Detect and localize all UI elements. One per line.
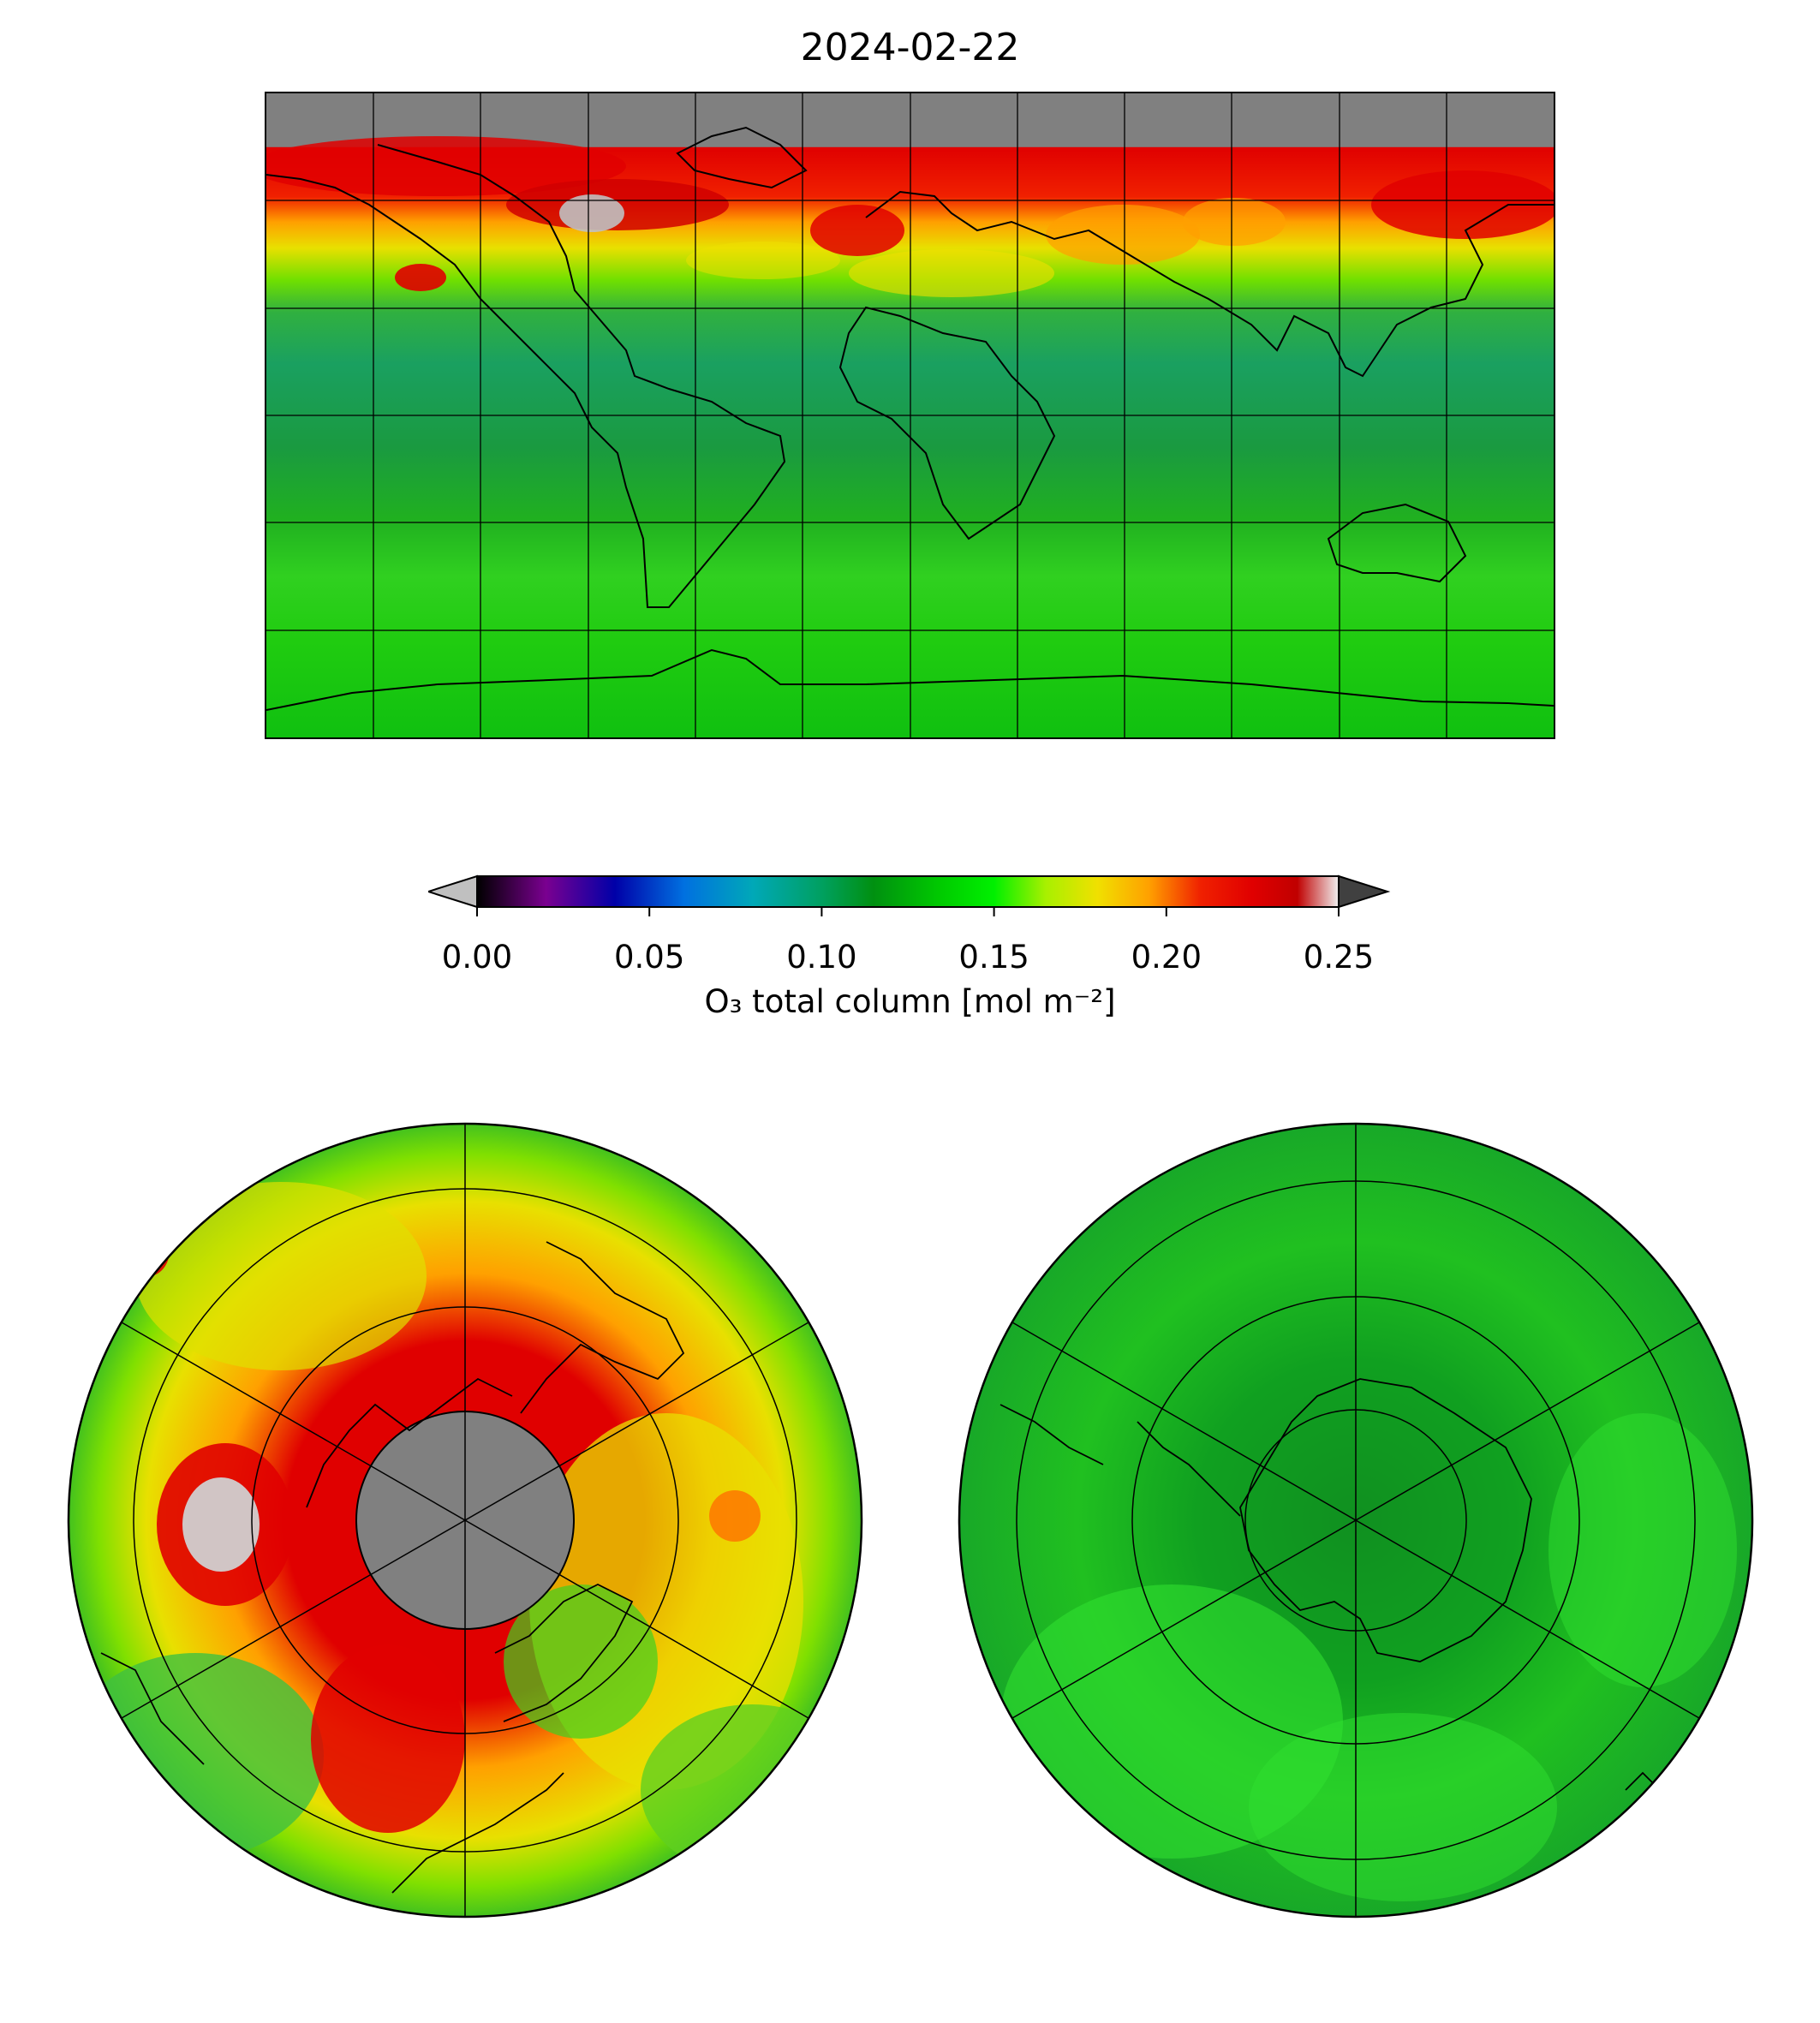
south-polar-boundary [958,1122,1754,1919]
colorbar-svg [425,874,1391,916]
colorbar-tick-label: 0.20 [1131,939,1202,976]
colorbar-over-extension [1338,874,1391,909]
global-ozone-map [265,92,1555,739]
colorbar-tick-label: 0.15 [958,939,1029,976]
colorbar-tick-label: 0.10 [786,939,857,976]
global-map-svg [266,93,1554,737]
north-polar-boundary [67,1122,863,1919]
colorbar-tick-label: 0.00 [441,939,513,976]
south-polar-map [958,1122,1754,1919]
colorbar-body [476,875,1340,908]
colorbar-tick-label: 0.05 [613,939,685,976]
colorbar [425,872,1396,923]
colorbar-tick-label: 0.25 [1303,939,1375,976]
north-polar-map [67,1122,863,1919]
colorbar-under-extension [425,874,478,909]
figure-title: 2024-02-22 [800,26,1020,69]
colorbar-label: O₃ total column [mol m⁻²] [704,983,1116,1020]
